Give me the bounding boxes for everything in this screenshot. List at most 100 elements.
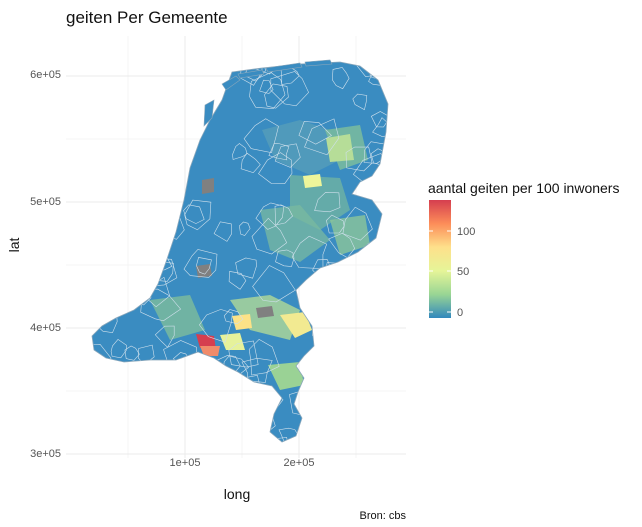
municipality-border [121, 75, 138, 89]
municipality-border [248, 339, 280, 376]
municipality-border [92, 419, 116, 442]
municipality-border [92, 62, 121, 99]
municipality-border [350, 274, 366, 291]
municipality-border [92, 62, 112, 87]
municipality-border [124, 345, 140, 361]
municipality-border [275, 249, 295, 267]
municipality-border [151, 404, 166, 417]
municipality-border [107, 404, 134, 429]
municipality-border [235, 257, 257, 279]
netherlands-map [91, 59, 389, 443]
municipality-border [228, 340, 259, 368]
municipality-border [108, 62, 138, 86]
municipality-border [169, 62, 197, 82]
municipality-border [120, 62, 134, 74]
source-caption: Bron: cbs [360, 510, 407, 522]
region-noord-brabant-oost [230, 295, 300, 340]
municipality-border [208, 398, 230, 421]
municipality-border [103, 241, 132, 265]
legend-colorbar [429, 200, 451, 318]
municipality-border [268, 143, 290, 161]
municipality-border [92, 62, 112, 82]
legend-tick-marks [429, 230, 451, 313]
municipality-border [202, 434, 220, 442]
region-groningen-green [326, 134, 354, 162]
color-legend: aantal geiten per 100 inwoners 100 50 0 [428, 180, 619, 319]
municipality-border [92, 301, 109, 319]
x-tick-label: 1e+05 [170, 457, 201, 469]
region-yellow-2 [232, 314, 252, 330]
municipality-border [92, 242, 114, 268]
legend-tick-label: 100 [457, 226, 475, 238]
municipality-border [92, 86, 125, 124]
municipality-border [259, 79, 274, 94]
municipality-border [172, 422, 189, 437]
municipality-border [361, 343, 386, 368]
municipality-border [255, 202, 285, 230]
municipality-border [112, 212, 137, 240]
municipality-border [350, 320, 375, 341]
municipality-border [93, 264, 108, 276]
municipality-border [183, 249, 218, 278]
region-oost [262, 120, 340, 175]
municipality-border [370, 111, 388, 128]
municipality-border [96, 275, 131, 310]
municipality-border [252, 62, 282, 75]
region-missing-2 [202, 178, 214, 194]
municipality-border [184, 199, 212, 231]
municipality-border [157, 362, 182, 389]
municipality-border [264, 83, 289, 109]
municipality-border [251, 217, 288, 255]
municipality-regions [150, 120, 370, 390]
municipality-border [249, 72, 286, 110]
municipality-border [243, 118, 279, 154]
municipality-border [129, 118, 151, 141]
municipality-border [304, 118, 340, 156]
municipality-border [127, 432, 150, 442]
region-achterhoek [330, 215, 370, 255]
municipality-border [342, 206, 373, 241]
municipality-border [304, 355, 328, 377]
x-tick-label: 2e+05 [284, 457, 315, 469]
region-friesland-yellow [303, 174, 322, 188]
municipality-border [241, 357, 273, 383]
municipality-border [92, 282, 112, 306]
municipality-border [318, 339, 349, 367]
municipality-border [323, 360, 342, 386]
region-limburg [268, 362, 304, 390]
chart-title: geiten Per Gemeente [66, 8, 228, 27]
municipality-border [280, 66, 300, 85]
municipality-border [258, 152, 293, 184]
x-axis-title: long [224, 486, 250, 502]
municipality-border [314, 338, 329, 355]
municipality-border [138, 243, 165, 265]
municipality-border [228, 271, 247, 290]
municipality-border [278, 427, 299, 442]
municipality-border [265, 437, 290, 442]
region-gelderland [260, 205, 330, 262]
municipality-border [226, 435, 260, 442]
municipality-border [153, 377, 164, 393]
municipality-border [129, 434, 150, 442]
municipality-border [110, 338, 127, 359]
municipality-border [314, 192, 341, 213]
municipality-border [127, 248, 145, 267]
municipality-border [92, 434, 103, 442]
municipality-border [157, 147, 178, 167]
municipality-border [364, 62, 387, 70]
y-tick-label: 6e+05 [30, 69, 61, 81]
municipality-border [320, 337, 343, 361]
region-orange [200, 346, 220, 356]
municipality-border [99, 227, 121, 254]
municipality-border [183, 204, 205, 224]
municipality-border [113, 235, 135, 261]
municipality-border [352, 93, 368, 111]
y-axis-title: lat [6, 238, 22, 253]
municipality-border [223, 309, 244, 325]
municipality-border [274, 204, 293, 226]
municipality-border [158, 380, 192, 409]
region-noord-brabant-west [150, 295, 205, 340]
municipality-border [367, 322, 388, 342]
wadden-islands [203, 59, 333, 127]
